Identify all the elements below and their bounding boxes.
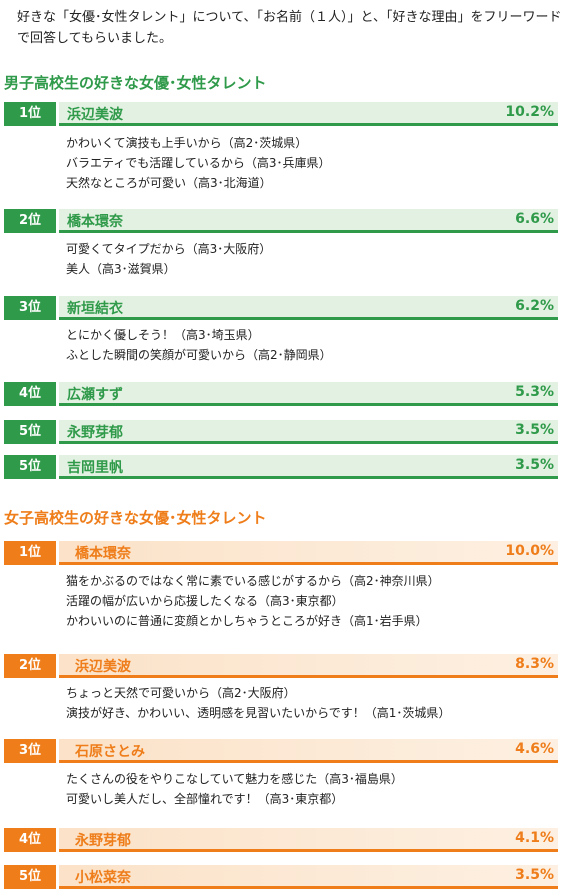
rank-bar: 永野芽郁 3.5% (59, 420, 558, 444)
talent-name: 石原さとみ (75, 744, 145, 760)
rank-bar: 浜辺美波 8.3% (59, 654, 558, 678)
comment-list: ちょっと天然で可愛いから（高2･大阪府） 演技が好き、かわいい、透明感を見習いた… (66, 683, 450, 723)
comment: かわいくて演技も上手いから（高2･茨城県） (66, 136, 308, 150)
girls-rank-row: 1位 橋本環奈 10.0% (4, 541, 558, 565)
rank-bar: 浜辺美波 10.2% (59, 102, 558, 126)
talent-name: 永野芽郁 (67, 425, 123, 441)
comment-list: とにかく優しそう！（高3･埼玉県） ふとした瞬間の笑顔が可愛いから（高2･静岡県… (66, 325, 332, 365)
girls-rank-row: 3位 石原さとみ 4.6% (4, 739, 558, 763)
comment: たくさんの役をやりこなしていて魅力を感じた（高3･福島県） (66, 772, 403, 786)
rank-badge: 4位 (4, 382, 56, 406)
talent-name: 永野芽郁 (75, 833, 131, 849)
rank-badge: 2位 (4, 209, 56, 233)
rank-badge: 5位 (4, 865, 56, 889)
comment-list: たくさんの役をやりこなしていて魅力を感じた（高3･福島県） 可愛いし美人だし、全… (66, 769, 403, 809)
talent-name: 橋本環奈 (75, 546, 131, 562)
percent-value: 10.2% (505, 104, 554, 120)
rank-badge: 1位 (4, 102, 56, 126)
comment-list: 猫をかぶるのではなく常に素でいる感じがするから（高2･神奈川県） 活躍の幅が広い… (66, 571, 440, 631)
talent-name: 広瀬すず (67, 387, 123, 403)
girls-rank-row: 5位 小松菜奈 3.5% (4, 865, 558, 889)
rank-bar: 橋本環奈 10.0% (59, 541, 558, 565)
comment: バラエティでも活躍しているから（高3･兵庫県） (66, 156, 331, 170)
boys-rank-row: 3位 新垣結衣 6.2% (4, 296, 558, 320)
talent-name: 橋本環奈 (67, 214, 123, 230)
comment: 活躍の幅が広いから応援したくなる（高3･東京都） (66, 594, 344, 608)
rank-bar: 石原さとみ 4.6% (59, 739, 558, 763)
comment: 猫をかぶるのではなく常に素でいる感じがするから（高2･神奈川県） (66, 574, 440, 588)
percent-value: 4.1% (515, 830, 554, 846)
rank-bar: 橋本環奈 6.6% (59, 209, 558, 233)
comment: 可愛くてタイプだから（高3･大阪府） (66, 242, 272, 256)
rank-bar: 広瀬すず 5.3% (59, 382, 558, 406)
boys-rank-row: 4位 広瀬すず 5.3% (4, 382, 558, 406)
boys-rank-row: 5位 永野芽郁 3.5% (4, 420, 558, 444)
percent-value: 8.3% (515, 656, 554, 672)
comment-list: かわいくて演技も上手いから（高2･茨城県） バラエティでも活躍しているから（高3… (66, 133, 331, 193)
rank-badge: 5位 (4, 455, 56, 479)
intro-text: 好きな「女優･女性タレント」について、「お名前（１人）」と、「好きな理由」をフリ… (17, 10, 562, 46)
rank-badge: 3位 (4, 296, 56, 320)
percent-value: 4.6% (515, 741, 554, 757)
comment: ちょっと天然で可愛いから（高2･大阪府） (66, 686, 296, 700)
percent-value: 5.3% (515, 384, 554, 400)
rank-badge: 4位 (4, 828, 56, 852)
rank-badge: 1位 (4, 541, 56, 565)
percent-value: 3.5% (515, 867, 554, 883)
boys-rank-row: 5位 吉岡里帆 3.5% (4, 455, 558, 479)
percent-value: 3.5% (515, 422, 554, 438)
percent-value: 6.2% (515, 298, 554, 314)
comment: かわいいのに普通に変顔とかしちゃうところが好き（高1･岩手県） (66, 614, 428, 628)
rank-bar: 小松菜奈 3.5% (59, 865, 558, 889)
comment: とにかく優しそう！（高3･埼玉県） (66, 328, 260, 342)
comment-list: 可愛くてタイプだから（高3･大阪府） 美人（高3･滋賀県） (66, 239, 271, 279)
rank-badge: 2位 (4, 654, 56, 678)
talent-name: 新垣結衣 (67, 301, 123, 317)
comment: 演技が好き、かわいい、透明感を見習いたいからです！（高1･茨城県） (66, 706, 451, 720)
rank-badge: 3位 (4, 739, 56, 763)
girls-section-title: 女子高校生の好きな女優･女性タレント (4, 509, 267, 527)
boys-rank-row: 1位 浜辺美波 10.2% (4, 102, 558, 126)
talent-name: 浜辺美波 (75, 659, 131, 675)
comment: ふとした瞬間の笑顔が可愛いから（高2･静岡県） (66, 348, 332, 362)
talent-name: 小松菜奈 (75, 870, 131, 886)
percent-value: 6.6% (515, 211, 554, 227)
rank-bar: 永野芽郁 4.1% (59, 828, 558, 852)
percent-value: 10.0% (505, 543, 554, 559)
talent-name: 浜辺美波 (67, 107, 123, 123)
comment: 天然なところが可愛い（高3･北海道） (66, 176, 272, 190)
girls-rank-row: 2位 浜辺美波 8.3% (4, 654, 558, 678)
rank-bar: 吉岡里帆 3.5% (59, 455, 558, 479)
girls-rank-row: 4位 永野芽郁 4.1% (4, 828, 558, 852)
rank-badge: 5位 (4, 420, 56, 444)
comment: 可愛いし美人だし、全部憧れです！（高3･東京都） (66, 792, 344, 806)
comment: 美人（高3･滋賀県） (66, 262, 176, 276)
boys-section-title: 男子高校生の好きな女優･女性タレント (4, 74, 267, 92)
rank-bar: 新垣結衣 6.2% (59, 296, 558, 320)
boys-rank-row: 2位 橋本環奈 6.6% (4, 209, 558, 233)
percent-value: 3.5% (515, 457, 554, 473)
talent-name: 吉岡里帆 (67, 460, 123, 476)
